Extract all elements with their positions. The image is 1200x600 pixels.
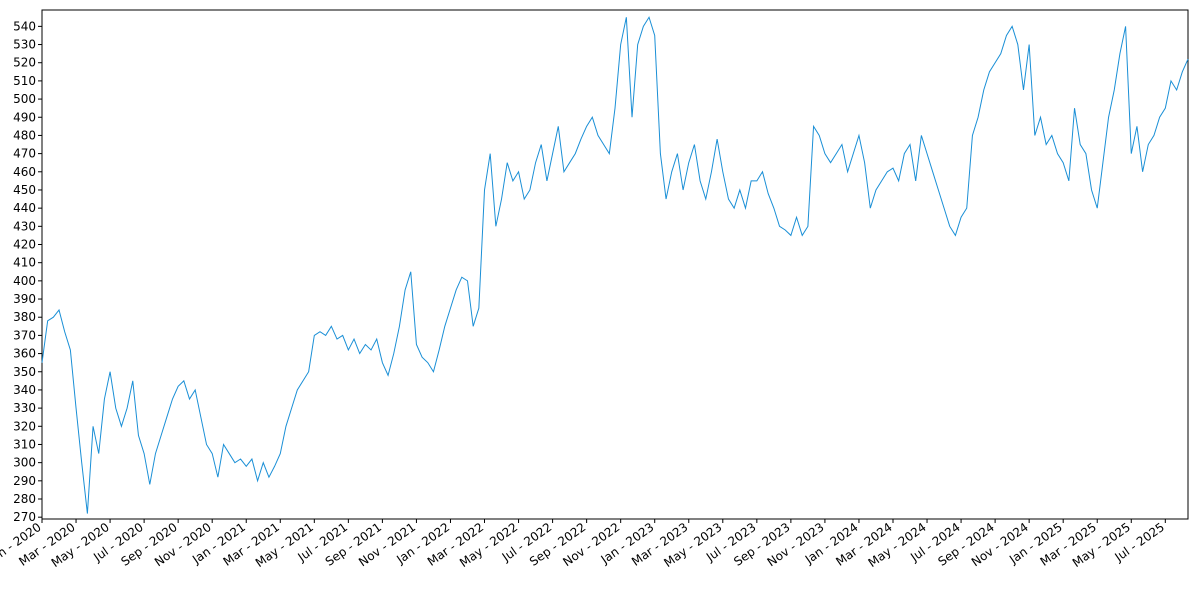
y-tick-label: 480 [13,128,36,142]
y-tick-label: 340 [13,383,36,397]
y-tick-label: 510 [13,74,36,88]
y-tick-label: 310 [13,437,36,451]
y-tick-label: 520 [13,56,36,70]
y-tick-label: 390 [13,292,36,306]
y-tick-label: 400 [13,274,36,288]
y-tick-label: 440 [13,201,36,215]
y-tick-label: 290 [13,474,36,488]
plot-frame [41,9,1189,520]
y-tick-label: 460 [13,165,36,179]
y-tick-label: 540 [13,19,36,33]
y-tick-label: 530 [13,38,36,52]
y-tick-label: 300 [13,456,36,470]
y-tick-label: 330 [13,401,36,415]
y-tick-label: 320 [13,419,36,433]
y-tick-label: 350 [13,365,36,379]
y-tick-label: 470 [13,147,36,161]
price-line [41,16,1189,514]
y-tick-label: 360 [13,347,36,361]
y-tick-label: 380 [13,310,36,324]
y-tick-label: 370 [13,328,36,342]
y-tick-label: 430 [13,219,36,233]
y-tick-label: 280 [13,492,36,506]
y-tick-label: 450 [13,183,36,197]
y-tick-label: 410 [13,256,36,270]
y-tick-label: 420 [13,238,36,252]
y-tick-label: 270 [13,510,36,524]
y-tick-label: 500 [13,92,36,106]
y-tick-label: 490 [13,110,36,124]
